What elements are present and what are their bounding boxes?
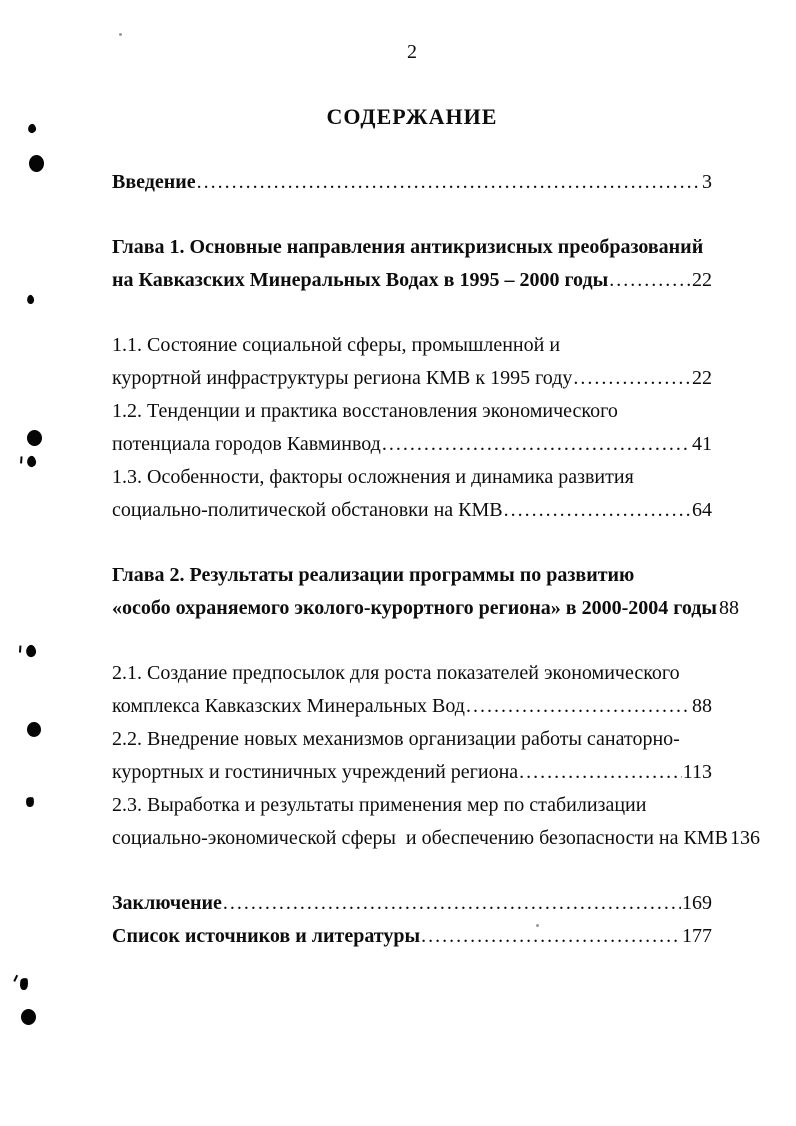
toc-entry-1-1-line1: 1.1. Состояние социальной сферы, промышл… bbox=[112, 329, 712, 362]
dot-leader bbox=[197, 166, 701, 199]
toc-entry-page: 113 bbox=[682, 761, 712, 783]
toc-entry-page: 88 bbox=[719, 597, 739, 619]
scan-artifact-ink-blob bbox=[27, 123, 37, 134]
scan-artifact-ink-blob bbox=[25, 796, 35, 808]
toc-entry-2-3-line1: 2.3. Выработка и результаты применения м… bbox=[112, 789, 712, 822]
toc-entry-page: 3 bbox=[702, 171, 712, 193]
scan-artifact-speck bbox=[536, 924, 539, 927]
toc-entry-label: курортных и гостиничных учреждений регио… bbox=[112, 761, 519, 783]
toc-entry-page: 22 bbox=[692, 367, 712, 389]
toc-entry-label: Введение bbox=[112, 171, 196, 193]
toc-entry-label: потенциала городов Кавминвод bbox=[112, 433, 381, 455]
dot-leader bbox=[573, 362, 691, 395]
toc-entry-page: 177 bbox=[682, 925, 712, 947]
toc-entry-chapter1-line2: на Кавказских Минеральных Водах в 1995 –… bbox=[112, 264, 712, 297]
table-of-contents: Введение 3 Глава 1. Основные направления … bbox=[112, 166, 760, 953]
toc-entry-bibliography: Список источников и литературы 177 bbox=[112, 920, 712, 953]
toc-entry-label: 1.3. Особенности, факторы осложнения и д… bbox=[112, 466, 634, 488]
toc-entry-2-1-line1: 2.1. Создание предпосылок для роста пока… bbox=[112, 657, 712, 690]
scan-artifact-ink-blob bbox=[27, 430, 42, 446]
toc-entry-2-1-line2: комплекса Кавказских Минеральных Вод 88 bbox=[112, 690, 712, 723]
dot-leader bbox=[609, 264, 691, 297]
toc-entry-label: «особо охраняемого эколого-курортного ре… bbox=[112, 597, 717, 619]
toc-entry-label: курортной инфраструктуры региона КМВ к 1… bbox=[112, 367, 573, 389]
toc-entry-page: 136 bbox=[729, 827, 760, 849]
toc-entry-label: 2.2. Внедрение новых механизмов организа… bbox=[112, 728, 680, 750]
toc-entry-introduction: Введение 3 bbox=[112, 166, 712, 199]
dot-leader bbox=[223, 887, 681, 920]
page-number: 2 bbox=[407, 41, 417, 63]
page-title: СОДЕРЖАНИЕ bbox=[326, 104, 498, 129]
toc-entry-page: 22 bbox=[692, 269, 712, 291]
toc-entry-1-2-line1: 1.2. Тенденции и практика восстановления… bbox=[112, 395, 712, 428]
scan-artifact-ink-blob bbox=[24, 643, 38, 659]
toc-entry-label: Глава 1. Основные направления антикризис… bbox=[112, 236, 704, 258]
toc-entry-page: 64 bbox=[692, 499, 712, 521]
toc-entry-2-2-line2: курортных и гостиничных учреждений регио… bbox=[112, 756, 712, 789]
toc-entry-label: Список источников и литературы bbox=[112, 925, 421, 947]
toc-entry-label: на Кавказских Минеральных Водах в 1995 –… bbox=[112, 269, 609, 291]
toc-entry-2-2-line1: 2.2. Внедрение новых механизмов организа… bbox=[112, 723, 712, 756]
toc-entry-page: 169 bbox=[682, 892, 712, 914]
toc-entry-label: комплекса Кавказских Минеральных Вод bbox=[112, 695, 465, 717]
toc-entry-chapter2-line1: Глава 2. Результаты реализации программы… bbox=[112, 559, 712, 592]
toc-entry-1-3-line1: 1.3. Особенности, факторы осложнения и д… bbox=[112, 461, 712, 494]
scan-artifact-ink-blob bbox=[26, 294, 35, 305]
scan-artifact-ink-blob bbox=[19, 977, 29, 991]
toc-entry-label: социально-политической обстановки на КМВ bbox=[112, 499, 503, 521]
scan-artifact-speck bbox=[119, 33, 122, 36]
toc-entry-label: 1.1. Состояние социальной сферы, промышл… bbox=[112, 334, 561, 356]
toc-entry-label: 2.1. Создание предпосылок для роста пока… bbox=[112, 662, 680, 684]
toc-entry-label: 2.3. Выработка и результаты применения м… bbox=[112, 794, 647, 816]
toc-entry-2-3-line2: социально-экономической сферы и обеспече… bbox=[112, 822, 760, 855]
dot-leader bbox=[421, 920, 681, 953]
dot-leader bbox=[466, 690, 691, 723]
toc-entry-label: 1.2. Тенденции и практика восстановления… bbox=[112, 400, 618, 422]
toc-entry-1-1-line2: курортной инфраструктуры региона КМВ к 1… bbox=[112, 362, 712, 395]
toc-entry-label: социально-экономической сферы и обеспече… bbox=[112, 827, 728, 849]
toc-entry-label: Заключение bbox=[112, 892, 222, 914]
scan-artifact-ink-blob bbox=[27, 722, 41, 737]
dot-leader bbox=[382, 428, 691, 461]
toc-entry-conclusion: Заключение 169 bbox=[112, 887, 712, 920]
toc-entry-1-2-line2: потенциала городов Кавминвод 41 bbox=[112, 428, 712, 461]
scan-artifact-ink-blob bbox=[25, 455, 38, 468]
toc-entry-page: 88 bbox=[692, 695, 712, 717]
toc-entry-page: 41 bbox=[692, 433, 712, 455]
scan-artifact-ink-blob bbox=[29, 155, 44, 172]
toc-entry-label: Глава 2. Результаты реализации программы… bbox=[112, 564, 635, 586]
toc-entry-chapter1-line1: Глава 1. Основные направления антикризис… bbox=[112, 231, 712, 264]
toc-entry-chapter2-line2: «особо охраняемого эколого-курортного ре… bbox=[112, 592, 739, 625]
dot-leader bbox=[504, 494, 691, 527]
dot-leader bbox=[519, 756, 682, 789]
toc-entry-1-3-line2: социально-политической обстановки на КМВ… bbox=[112, 494, 712, 527]
scan-artifact-ink-blob bbox=[21, 1009, 36, 1025]
